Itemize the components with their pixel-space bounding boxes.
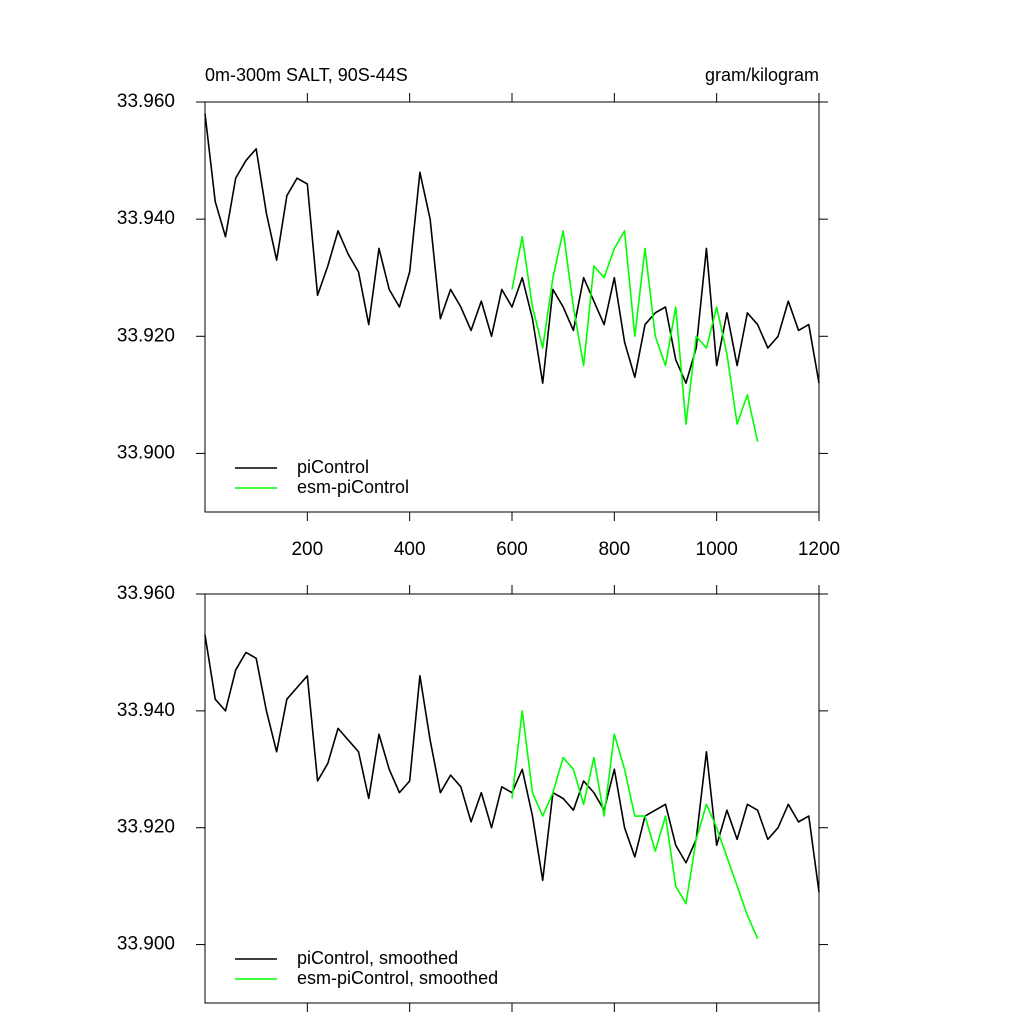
legend-label: piControl [297, 457, 369, 477]
y-tick-label: 33.940 [117, 208, 175, 229]
x-tick-label: 600 [496, 539, 528, 560]
x-tick-label: 1000 [696, 539, 738, 560]
chart-title: 0m-300m SALT, 90S-44S [205, 65, 408, 85]
legend-label: esm-piControl [297, 477, 409, 497]
x-tick-label: 800 [598, 539, 630, 560]
y-tick-label: 33.920 [117, 817, 175, 838]
y-tick-label: 33.940 [117, 700, 175, 721]
y-tick-label: 33.920 [117, 325, 175, 346]
legend-label: esm-piControl, smoothed [297, 968, 498, 988]
legend-label: piControl, smoothed [297, 948, 458, 968]
x-tick-label: 1200 [798, 539, 840, 560]
y-tick-label: 33.960 [117, 91, 175, 112]
units-label: gram/kilogram [705, 65, 819, 85]
x-tick-label: 200 [291, 539, 323, 560]
y-tick-label: 33.960 [117, 583, 175, 604]
y-tick-label: 33.900 [117, 934, 175, 955]
y-tick-label: 33.900 [117, 442, 175, 463]
series-line [511, 230, 759, 442]
series-line [511, 710, 759, 940]
x-tick-label: 400 [394, 539, 426, 560]
series-line [204, 634, 820, 893]
series-line [204, 113, 820, 384]
